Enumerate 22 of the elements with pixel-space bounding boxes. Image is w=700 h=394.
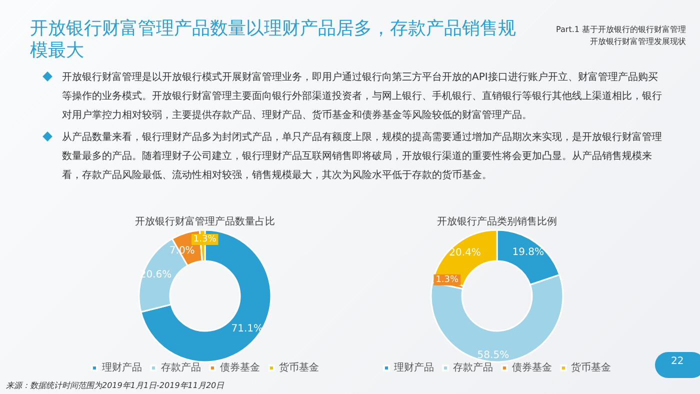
legend-label: 债券基金 — [220, 362, 260, 374]
source-note: 来源：数据统计时间范围为2019年1月1日-2019年11月20日 — [6, 380, 224, 391]
legend-label: 理财产品 — [102, 362, 142, 374]
text: Part.1 基于开放银行的银行财富管理 — [556, 24, 686, 35]
chart-title: 开放银行财富管理产品数量占比 — [135, 216, 275, 228]
text: 开放银行财富管理发展现状 — [590, 36, 686, 47]
data-label: 20.4% — [449, 248, 481, 259]
text: 开放银行财富管理是以开放银行模式开展财富管理业务，即用户通过银行向第三方平台开放的API接口进行账户开立、财富管理产品购买等操作的业务模式。开放银行财富管理主要面向银行外部渠道投资者，与网上银行、手机银行、直销银行等银行其他线上渠道相比，银行对用户掌控力相对较弱，主要提供存款产品、理财产品、货币基金和债券基金等风险较低的财富管理产品。 — [62, 70, 662, 123]
legend-label: 存款产品 — [453, 362, 493, 374]
text: 开放银行财富管理产品数量以理财产品居多，存款产品销售规模最大 — [30, 18, 517, 62]
legend-label: 货币基金 — [571, 362, 611, 374]
data-label: 58.5% — [477, 350, 510, 361]
chart-title: 开放银行产品类别销售比例 — [437, 216, 557, 228]
text: 22 — [671, 356, 684, 367]
legend-label: 货币基金 — [279, 362, 319, 374]
legend-label: 理财产品 — [394, 362, 434, 374]
data-label: 1.3% — [193, 234, 217, 245]
text: 从产品数量来看，银行理财产品多为封闭式产品，单只产品有额度上限，规模的提高需要通过增加产品期次来实现，是开放银行财富管理数量最多的产品。随着理财子公司建立，银行理财产品互联网销售即将破局，开放银行渠道的重要性将会更加凸显。从产品销售规模来看，存款产品风险最低、流动性相对较强，销售规模最大，其次为风险水平低于存款的货币基金。 — [62, 130, 662, 183]
legend-label: 存款产品 — [161, 362, 201, 374]
data-label: 1.3% — [436, 274, 460, 285]
data-label: 19.8% — [512, 247, 544, 258]
legend-label: 债券基金 — [512, 362, 552, 374]
